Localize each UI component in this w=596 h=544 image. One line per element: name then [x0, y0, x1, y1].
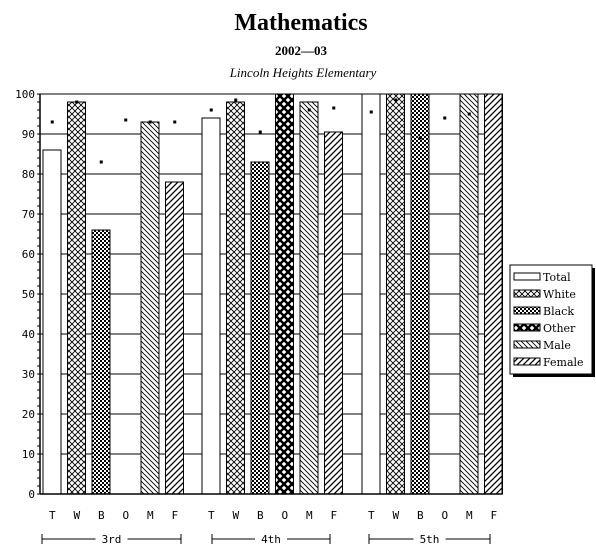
legend-label-black: Black — [543, 305, 574, 318]
comparison-dot — [258, 130, 262, 134]
comparison-dot — [173, 120, 177, 124]
x-category-label: W — [392, 509, 399, 522]
comparison-dot — [443, 116, 447, 120]
group-label: 4th — [261, 533, 281, 544]
bar-5th-male — [459, 93, 479, 495]
y-tick-label: 30 — [22, 368, 35, 381]
comparison-dot — [394, 98, 398, 102]
bar-4th-other — [275, 93, 294, 495]
x-category-label: W — [73, 509, 80, 522]
comparison-dot — [148, 120, 152, 124]
legend-label-total: Total — [543, 271, 571, 284]
x-category-label: M — [147, 509, 154, 522]
comparison-dot — [369, 110, 373, 114]
group-label: 5th — [420, 533, 440, 544]
bar-3rd-black — [91, 229, 111, 495]
bar-4th-female — [324, 131, 343, 495]
legend-swatch-black — [513, 306, 541, 315]
y-tick-label: 100 — [15, 88, 35, 101]
chart-title: Mathematics — [234, 10, 367, 36]
bar-5th-total — [361, 93, 381, 495]
comparison-dot — [418, 136, 422, 140]
x-category-label: B — [98, 509, 105, 522]
comparison-dot — [99, 160, 103, 164]
comparison-dot — [307, 108, 311, 112]
y-tick-label: 10 — [22, 448, 35, 461]
comparison-dot — [75, 100, 79, 104]
bar-3rd-female — [165, 181, 184, 495]
y-tick-label: 70 — [22, 208, 35, 221]
legend: Total White Black Other Male Female — [509, 264, 595, 377]
legend-label-female: Female — [543, 356, 584, 369]
legend-label-white: White — [543, 288, 576, 301]
y-tick-label: 80 — [22, 168, 35, 181]
comparison-dot — [124, 118, 128, 122]
x-category-label: T — [49, 509, 56, 522]
x-category-label: T — [208, 509, 215, 522]
comparison-dot — [467, 112, 471, 116]
x-category-label: O — [122, 509, 129, 522]
bar-4th-black — [250, 161, 270, 495]
bar-5th-female — [484, 93, 503, 495]
school-name: Lincoln Heights Elementary — [229, 65, 377, 80]
comparison-dot — [234, 98, 238, 102]
x-category-label: B — [417, 509, 424, 522]
x-category-label: T — [368, 509, 375, 522]
x-category-label: O — [441, 509, 448, 522]
legend-swatch-total — [513, 272, 541, 281]
legend-label-other: Other — [543, 322, 576, 335]
legend-swatch-other — [513, 323, 541, 332]
bar-3rd-white — [67, 101, 86, 495]
comparison-dot — [209, 108, 213, 112]
comparison-dot — [332, 106, 336, 110]
plot-area: 0 10 20 30 40 50 60 70 80 90 100 T W B O M F T W B O M F T W B O M F… — [15, 88, 503, 544]
group-label: 3rd — [102, 533, 122, 544]
y-tick-label: 60 — [22, 248, 35, 261]
x-category-label: W — [232, 509, 239, 522]
x-category-label: M — [306, 509, 313, 522]
x-category-label: F — [490, 509, 497, 522]
y-tick-label: 90 — [22, 128, 35, 141]
bar-4th-total — [201, 117, 221, 495]
y-tick-label: 20 — [22, 408, 35, 421]
legend-swatch-white — [513, 289, 541, 298]
y-tick-label: 40 — [22, 328, 35, 341]
y-tick-label: 50 — [22, 288, 35, 301]
legend-box — [509, 264, 593, 375]
x-category-label: M — [466, 509, 473, 522]
bar-4th-male — [299, 101, 319, 495]
comparison-dot — [50, 120, 54, 124]
legend-swatch-male — [513, 340, 541, 349]
legend-label-male: Male — [543, 339, 571, 352]
x-category-label: F — [330, 509, 337, 522]
x-category-label: B — [257, 509, 264, 522]
x-category-label: O — [281, 509, 288, 522]
x-category-label: F — [171, 509, 178, 522]
chart-subtitle: 2002—03 — [275, 43, 328, 58]
bar-3rd-total — [42, 149, 62, 495]
legend-swatch-female — [513, 357, 541, 366]
y-tick-label: 0 — [28, 488, 35, 501]
bar-3rd-male — [140, 121, 160, 495]
bar-5th-black — [410, 93, 430, 495]
bar-4th-white — [226, 101, 245, 495]
bar-5th-white — [386, 93, 405, 495]
